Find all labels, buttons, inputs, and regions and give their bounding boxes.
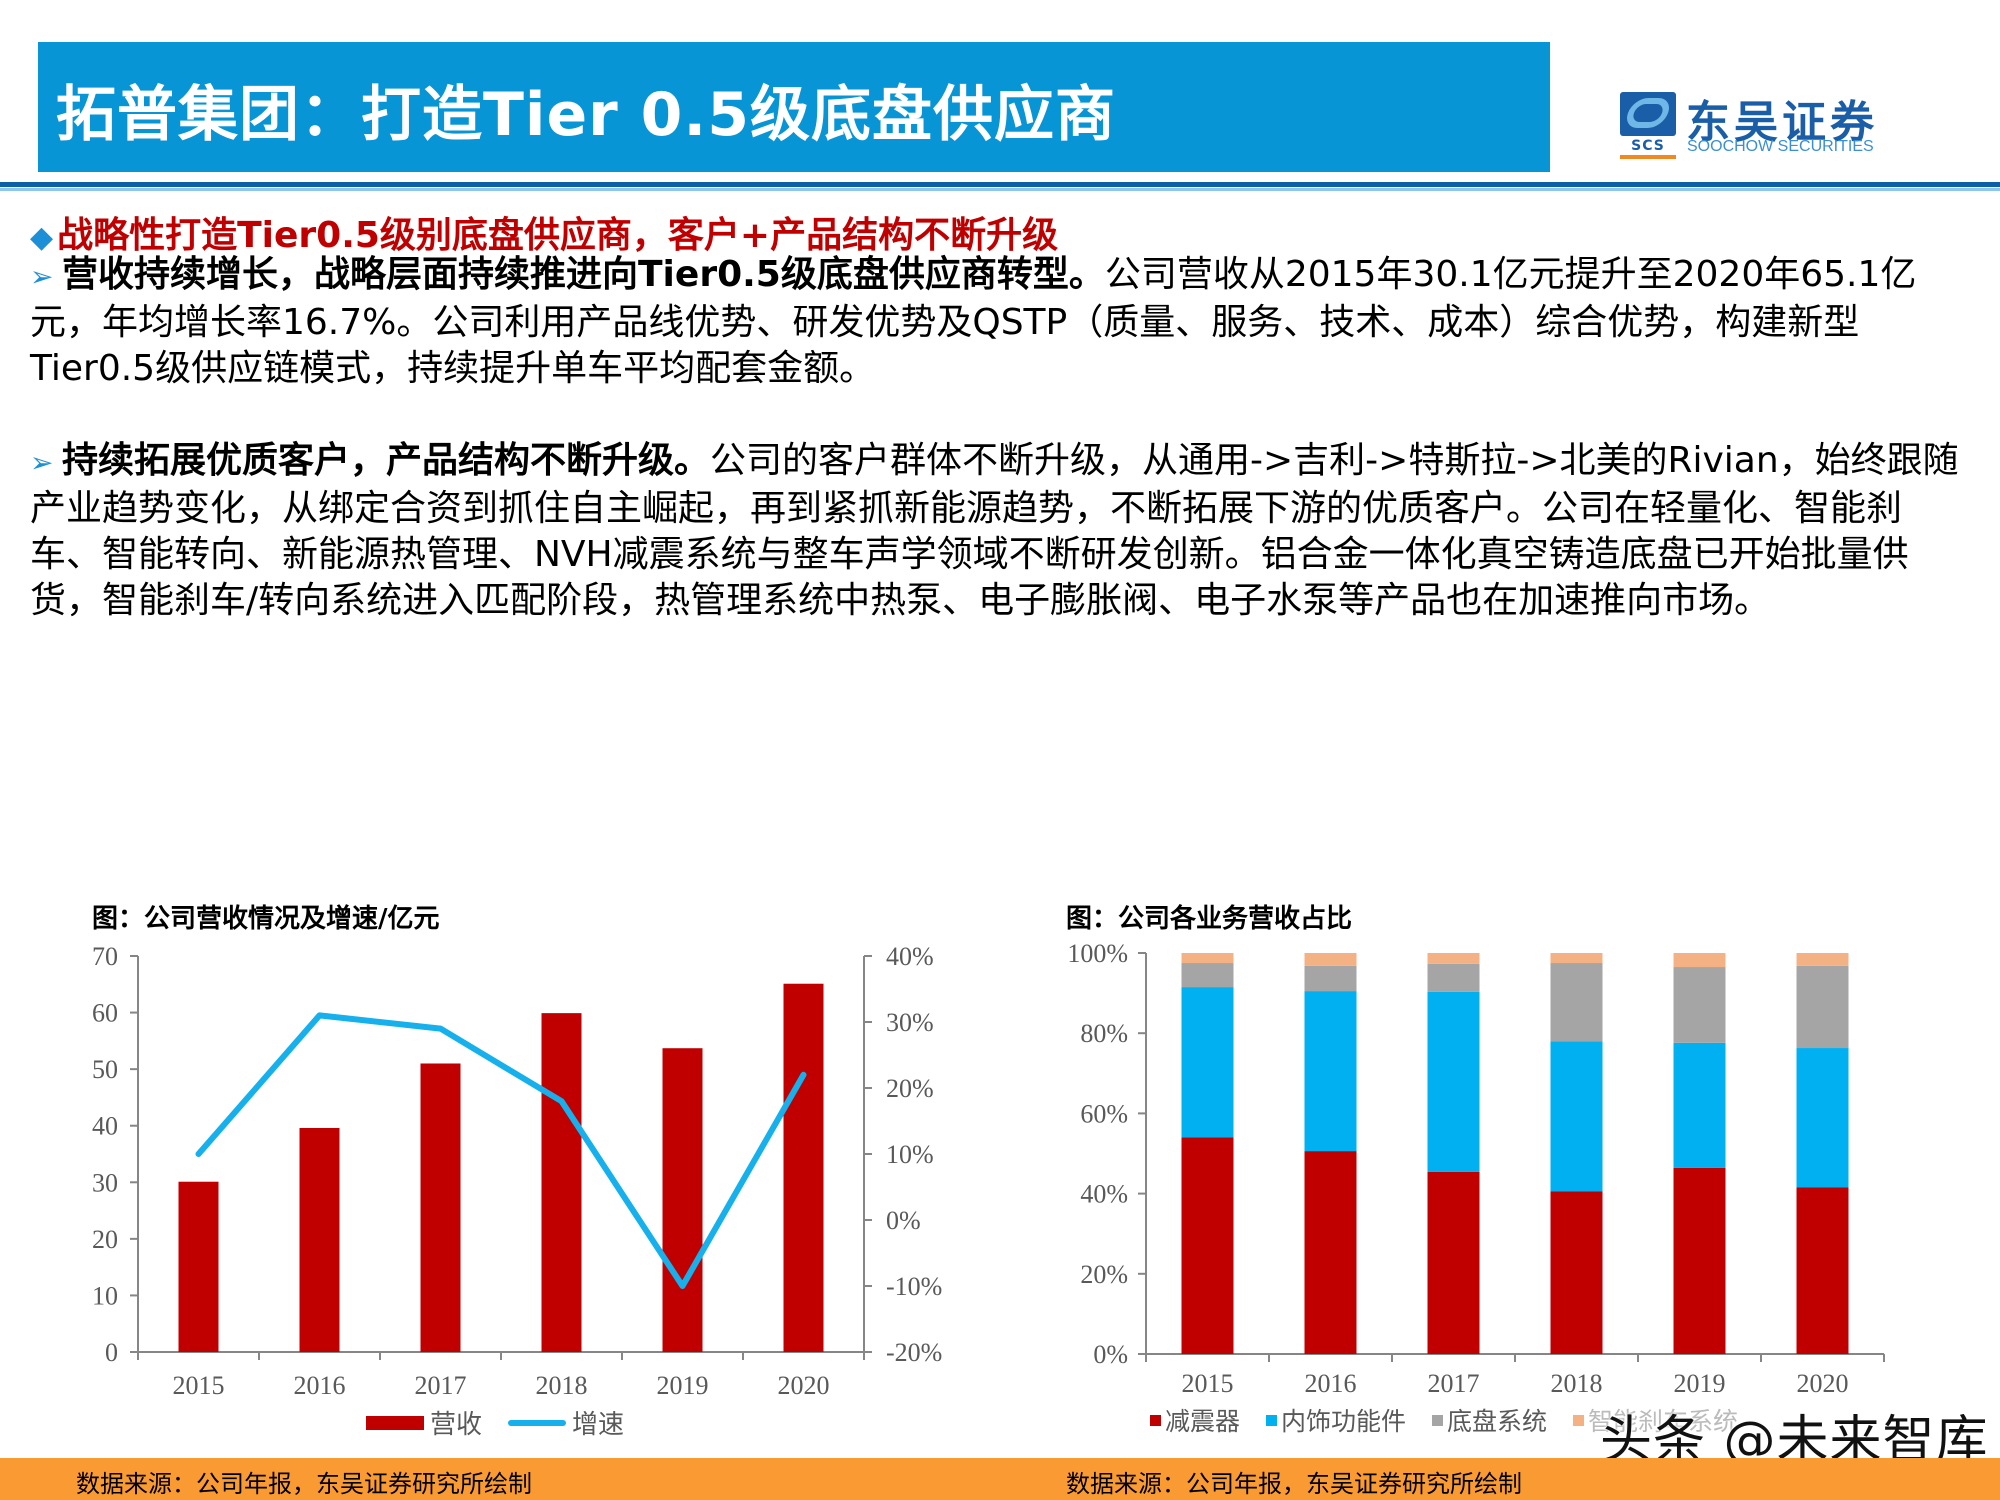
svg-text:2015: 2015 [1182,1369,1234,1398]
legend-label-smart-brake: 智能刹车系统 [1588,1409,1739,1436]
point-revenue-growth: ➢ 营收持续增长，战略层面持续推进向Tier0.5级底盘供应商转型。公司营收从20… [30,252,1970,392]
svg-text:0: 0 [105,1338,118,1367]
svg-text:0%: 0% [1093,1340,1128,1369]
legend-swatch-shock-absorber [1150,1414,1161,1426]
svg-text:50: 50 [92,1055,118,1084]
svg-text:60: 60 [92,999,118,1028]
svg-text:10%: 10% [886,1140,934,1169]
arrow-bullet-icon: ➢ [30,260,54,293]
soochow-logo: SCS 东吴证券 SOOCHOW SECURITIES [1620,90,1900,160]
svg-text:40: 40 [92,1112,118,1141]
revenue-growth-chart: 0 10 20 30 40 50 60 70 -20% -10% 0% 10% 20% 30% 40% 201… [92,942,942,1400]
legend-label-growth: 增速 [572,1410,625,1439]
svg-text:70: 70 [92,942,118,971]
svg-text:30: 30 [92,1168,118,1197]
arrow-bullet-icon: ➢ [30,446,54,479]
svg-text:20: 20 [92,1225,118,1254]
svg-text:80%: 80% [1080,1019,1128,1048]
source-footer: 数据来源：公司年报，东吴证券研究所绘制 数据来源：公司年报，东吴证券研究所绘制 [0,1458,2000,1500]
point-lead: 营收持续增长，战略层面持续推进向Tier0.5级底盘供应商转型。 [62,254,1105,295]
header-divider-light [0,188,2000,191]
svg-text:2020: 2020 [1797,1369,1849,1398]
diamond-bullet-icon: ◆ [30,220,54,255]
svg-text:2016: 2016 [294,1371,346,1400]
logo-chinese-name: 东吴证券 [1686,97,1878,148]
svg-text:100%: 100% [1067,939,1128,968]
revenue-chart-legend: 营收 增速 [366,1404,624,1441]
point-body: 公司营收从2015年30.1亿元提升至2020年65.1亿元，年均增长率16.7… [30,254,1917,389]
svg-text:30%: 30% [886,1008,934,1037]
svg-text:2018: 2018 [536,1371,588,1400]
svg-text:2016: 2016 [1305,1369,1357,1398]
left-chart-source: 数据来源：公司年报，东吴证券研究所绘制 [76,1470,532,1498]
legend-swatch-chassis [1432,1414,1444,1426]
point-customer-upgrade: ➢ 持续拓展优质客户，产品结构不断升级。公司的客户群体不断升级，从通用->吉利->… [30,438,1970,624]
segment-chart-legend: 减震器 内饰功能件 底盘系统 智能刹车系统 [1150,1402,1738,1438]
title-banner: 拓普集团：打造Tier 0.5级底盘供应商 [38,42,1550,172]
legend-label-interior: 内饰功能件 [1281,1409,1407,1436]
svg-text:2020: 2020 [778,1371,830,1400]
svg-text:20%: 20% [1080,1260,1128,1289]
svg-text:2018: 2018 [1551,1369,1603,1398]
svg-text:40%: 40% [886,942,934,971]
header-divider [0,182,2000,187]
svg-text:-20%: -20% [886,1338,942,1367]
legend-swatch-smart-brake [1573,1414,1585,1426]
legend-swatch-revenue [366,1415,424,1430]
logo-scs-mark: SCS [1631,138,1665,154]
legend-swatch-growth [508,1419,567,1426]
page-title: 拓普集团：打造Tier 0.5级底盘供应商 [56,80,1116,150]
svg-text:0%: 0% [886,1206,921,1235]
revenue-chart-title: 图：公司营收情况及增速/亿元 [92,904,440,934]
segment-share-chart: 0% 20% 40% 60% 80% 100% 2015 2016 2017 2018 2019 20… [1067,939,1885,1398]
svg-text:2015: 2015 [173,1371,225,1400]
legend-label-chassis: 底盘系统 [1447,1409,1548,1436]
point-body: 公司的客户群体不断升级，从通用->吉利->特斯拉->北美的Rivian，始终跟随… [30,440,1959,621]
svg-text:10: 10 [92,1281,118,1310]
svg-text:2019: 2019 [1674,1369,1726,1398]
svg-text:40%: 40% [1080,1180,1128,1209]
svg-text:20%: 20% [886,1074,934,1103]
svg-text:2017: 2017 [1428,1369,1480,1398]
svg-text:2019: 2019 [657,1371,709,1400]
svg-text:-10%: -10% [886,1272,942,1301]
section-heading: ◆ 战略性打造Tier0.5级别底盘供应商，客户+产品结构不断升级 [30,206,1058,258]
logo-english-name: SOOCHOW SECURITIES [1687,138,1874,155]
logo-underline [1620,155,1676,159]
right-chart-source: 数据来源：公司年报，东吴证券研究所绘制 [1066,1470,1522,1498]
point-lead: 持续拓展优质客户，产品结构不断升级。 [62,440,711,481]
svg-text:2017: 2017 [415,1371,467,1400]
legend-label-shock-absorber: 减震器 [1165,1409,1241,1436]
segment-chart-title: 图：公司各业务营收占比 [1066,904,1353,934]
section-heading-text: 战略性打造Tier0.5级别底盘供应商，客户+产品结构不断升级 [57,215,1059,256]
legend-swatch-interior [1266,1414,1278,1426]
legend-label-revenue: 营收 [430,1410,483,1439]
soochow-logo-icon [1620,92,1676,136]
svg-text:60%: 60% [1080,1099,1128,1128]
